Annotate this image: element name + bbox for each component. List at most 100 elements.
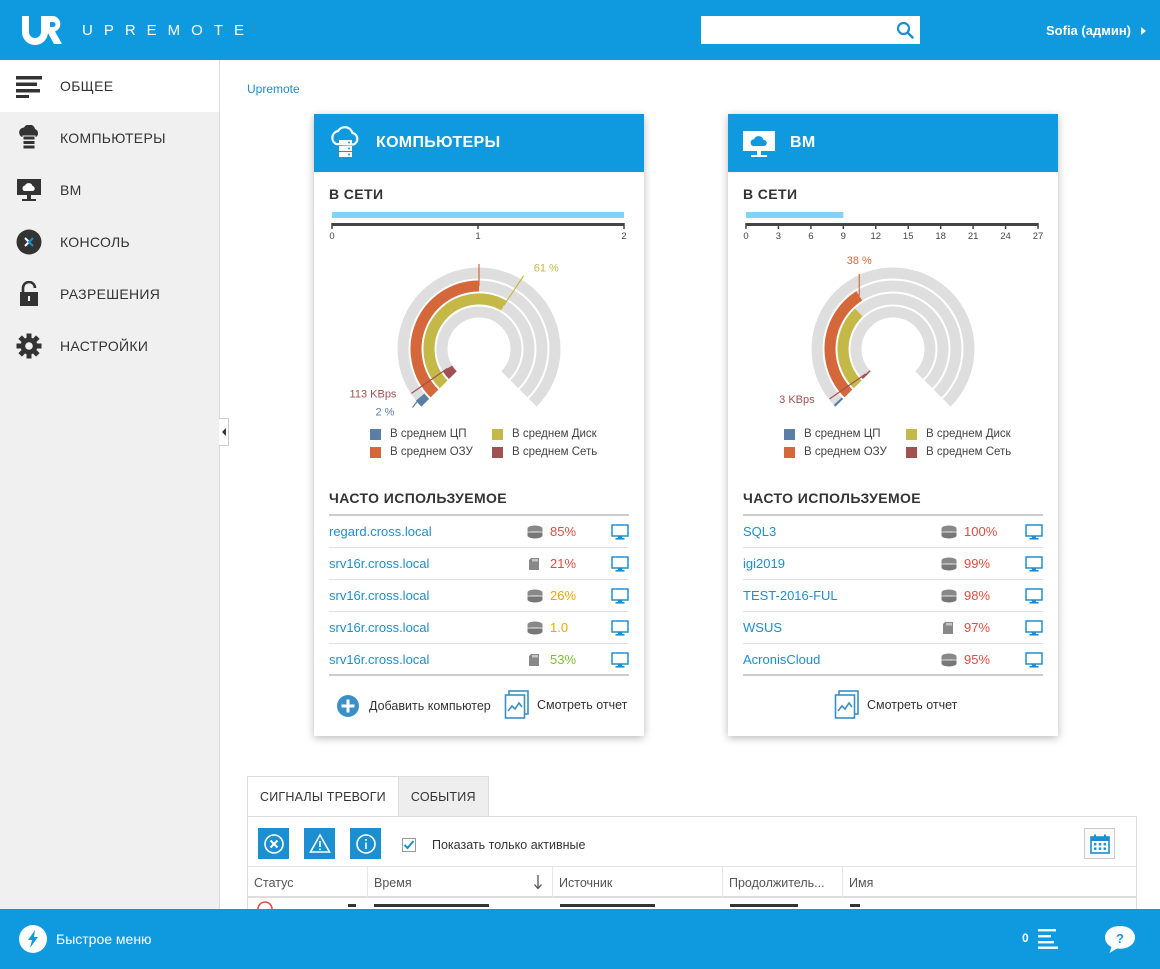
search-icon[interactable] bbox=[896, 21, 914, 39]
list-item: AcronisCloud 95% bbox=[743, 644, 1043, 676]
monitor-icon[interactable] bbox=[611, 588, 629, 605]
machine-link[interactable]: AcronisCloud bbox=[743, 651, 821, 667]
view-report-button[interactable]: Смотреть отчет bbox=[834, 690, 957, 720]
quick-menu-button[interactable]: Быстрое меню bbox=[19, 925, 152, 953]
monitor-icon[interactable] bbox=[1025, 556, 1043, 573]
machine-link[interactable]: srv16r.cross.local bbox=[329, 556, 430, 571]
ring-track bbox=[436, 306, 522, 380]
online-bar-chart: 0 3 6 9 12 15 18 21 24 27 bbox=[743, 212, 1043, 240]
disk-icon bbox=[527, 525, 543, 539]
ring-track bbox=[811, 267, 975, 407]
sidebar-item-vm[interactable]: ВМ bbox=[0, 164, 219, 216]
breadcrumb[interactable]: Upremote bbox=[247, 82, 300, 96]
top-bar: UPREMOTE Sofia (админ) bbox=[0, 0, 1160, 60]
info-filter-icon bbox=[355, 833, 376, 854]
cloud-monitor-icon bbox=[743, 131, 775, 157]
list-item: WSUS 97% bbox=[743, 612, 1043, 644]
usage-value: 1.0 bbox=[550, 620, 569, 635]
usage-label: 2 % bbox=[375, 406, 394, 418]
column-name[interactable]: Имя bbox=[849, 875, 874, 890]
sidebar-item-settings[interactable]: НАСТРОЙКИ bbox=[0, 320, 219, 372]
column-status[interactable]: Статус bbox=[248, 867, 368, 898]
view-report-label: Смотреть отчет bbox=[867, 698, 958, 712]
monitor-icon[interactable] bbox=[1025, 652, 1043, 669]
online-tick-label: 0 bbox=[329, 231, 334, 240]
error-filter-icon bbox=[263, 833, 284, 854]
online-axis bbox=[746, 223, 1038, 226]
column-time[interactable]: Время bbox=[368, 867, 553, 898]
monitor-icon[interactable] bbox=[611, 620, 629, 637]
search-input[interactable] bbox=[701, 16, 886, 44]
legend-item-cpu: В среднем ЦП bbox=[370, 428, 492, 440]
usage-value: 95% bbox=[964, 651, 991, 667]
machine-link[interactable]: SQL3 bbox=[743, 524, 777, 539]
sidebar-item-computers[interactable]: КОМПЬЮТЕРЫ bbox=[0, 112, 219, 164]
machine-link[interactable]: WSUS bbox=[743, 620, 782, 635]
online-tick-label: 21 bbox=[968, 231, 979, 240]
machine-link[interactable]: TEST-2016-FUL bbox=[743, 588, 838, 603]
user-menu[interactable]: Sofia (админ) bbox=[1046, 23, 1146, 38]
tab-alerts[interactable]: СИГНАЛЫ ТРЕВОГИ bbox=[247, 776, 399, 817]
help-chat-icon[interactable]: ? bbox=[1104, 924, 1136, 954]
sidebar-collapse-toggle[interactable] bbox=[219, 418, 229, 446]
machine-link[interactable]: srv16r.cross.local bbox=[329, 588, 430, 603]
online-tick-label: 3 bbox=[776, 231, 781, 240]
sidebar-item-general[interactable]: ОБЩЕЕ bbox=[0, 60, 219, 112]
monitor-icon[interactable] bbox=[611, 652, 629, 669]
monitor-icon[interactable] bbox=[611, 524, 629, 541]
monitor-icon[interactable] bbox=[1025, 524, 1043, 541]
list-item: srv16r.cross.local 26% bbox=[329, 580, 629, 612]
column-source[interactable]: Источник bbox=[553, 867, 723, 898]
notification-count: 0 bbox=[1022, 931, 1029, 945]
monitor-icon[interactable] bbox=[611, 556, 629, 573]
sidebar-item-label: ОБЩЕЕ bbox=[60, 78, 114, 94]
legend-label: В среднем Сеть bbox=[512, 446, 598, 458]
monitor-icon[interactable] bbox=[1025, 620, 1043, 637]
disk-icon bbox=[941, 557, 957, 571]
warning-filter-button[interactable] bbox=[304, 828, 335, 859]
usage-label: 3 KBps bbox=[779, 394, 815, 406]
lock-icon bbox=[16, 281, 42, 307]
list-item: TEST-2016-FUL 98% bbox=[743, 580, 1043, 612]
tab-events[interactable]: СОБЫТИЯ bbox=[398, 776, 489, 817]
calendar-button[interactable] bbox=[1084, 828, 1115, 859]
monitor-icon[interactable] bbox=[1025, 588, 1043, 605]
alerts-panel: Показать только активные Статус Время Ис… bbox=[247, 816, 1137, 910]
warning-filter-icon bbox=[308, 832, 331, 853]
usage-value: 53% bbox=[550, 651, 577, 667]
machine-link[interactable]: srv16r.cross.local bbox=[329, 651, 430, 667]
legend-label: В среднем ЦП bbox=[804, 428, 881, 440]
view-report-label: Смотреть отчет bbox=[537, 698, 628, 712]
info-filter-button[interactable] bbox=[350, 828, 381, 859]
legend-label: В среднем ОЗУ bbox=[804, 446, 887, 458]
machine-link[interactable]: srv16r.cross.local bbox=[329, 620, 430, 635]
add-computer-button[interactable]: Добавить компьютер bbox=[336, 694, 491, 718]
online-tick-label: 15 bbox=[903, 231, 914, 240]
upremote-logo-icon[interactable] bbox=[20, 14, 64, 46]
row-fragment bbox=[374, 904, 489, 907]
view-report-button[interactable]: Смотреть отчет bbox=[504, 690, 627, 720]
notification-list-icon[interactable] bbox=[1038, 927, 1058, 949]
alerts-table-header: Статус Время Источник Продолжитель... Им… bbox=[248, 866, 1136, 898]
row-fragment bbox=[850, 904, 860, 907]
list-item: srv16r.cross.local 21% bbox=[329, 548, 629, 580]
machine-link[interactable]: igi2019 bbox=[743, 556, 785, 571]
column-time-label: Время bbox=[374, 875, 412, 890]
label-leader bbox=[411, 397, 421, 408]
column-duration[interactable]: Продолжитель... bbox=[723, 867, 843, 898]
error-filter-button[interactable] bbox=[258, 828, 289, 859]
gear-icon bbox=[16, 333, 42, 359]
cloud-monitor-icon bbox=[16, 177, 42, 203]
sidebar-item-console[interactable]: КОНСОЛЬ bbox=[0, 216, 219, 268]
ring-disk bbox=[837, 308, 863, 389]
usage-value: 99% bbox=[964, 556, 991, 571]
machine-link[interactable]: regard.cross.local bbox=[329, 524, 432, 539]
sidebar-item-permissions[interactable]: РАЗРЕШЕНИЯ bbox=[0, 268, 219, 320]
show-active-checkbox[interactable] bbox=[402, 838, 416, 852]
online-tick-label: 1 bbox=[475, 231, 480, 240]
ring-ram bbox=[824, 291, 863, 398]
report-icon bbox=[504, 690, 529, 719]
memory-icon bbox=[529, 654, 539, 666]
online-tick-label: 6 bbox=[808, 231, 813, 240]
label-leader bbox=[829, 373, 866, 400]
